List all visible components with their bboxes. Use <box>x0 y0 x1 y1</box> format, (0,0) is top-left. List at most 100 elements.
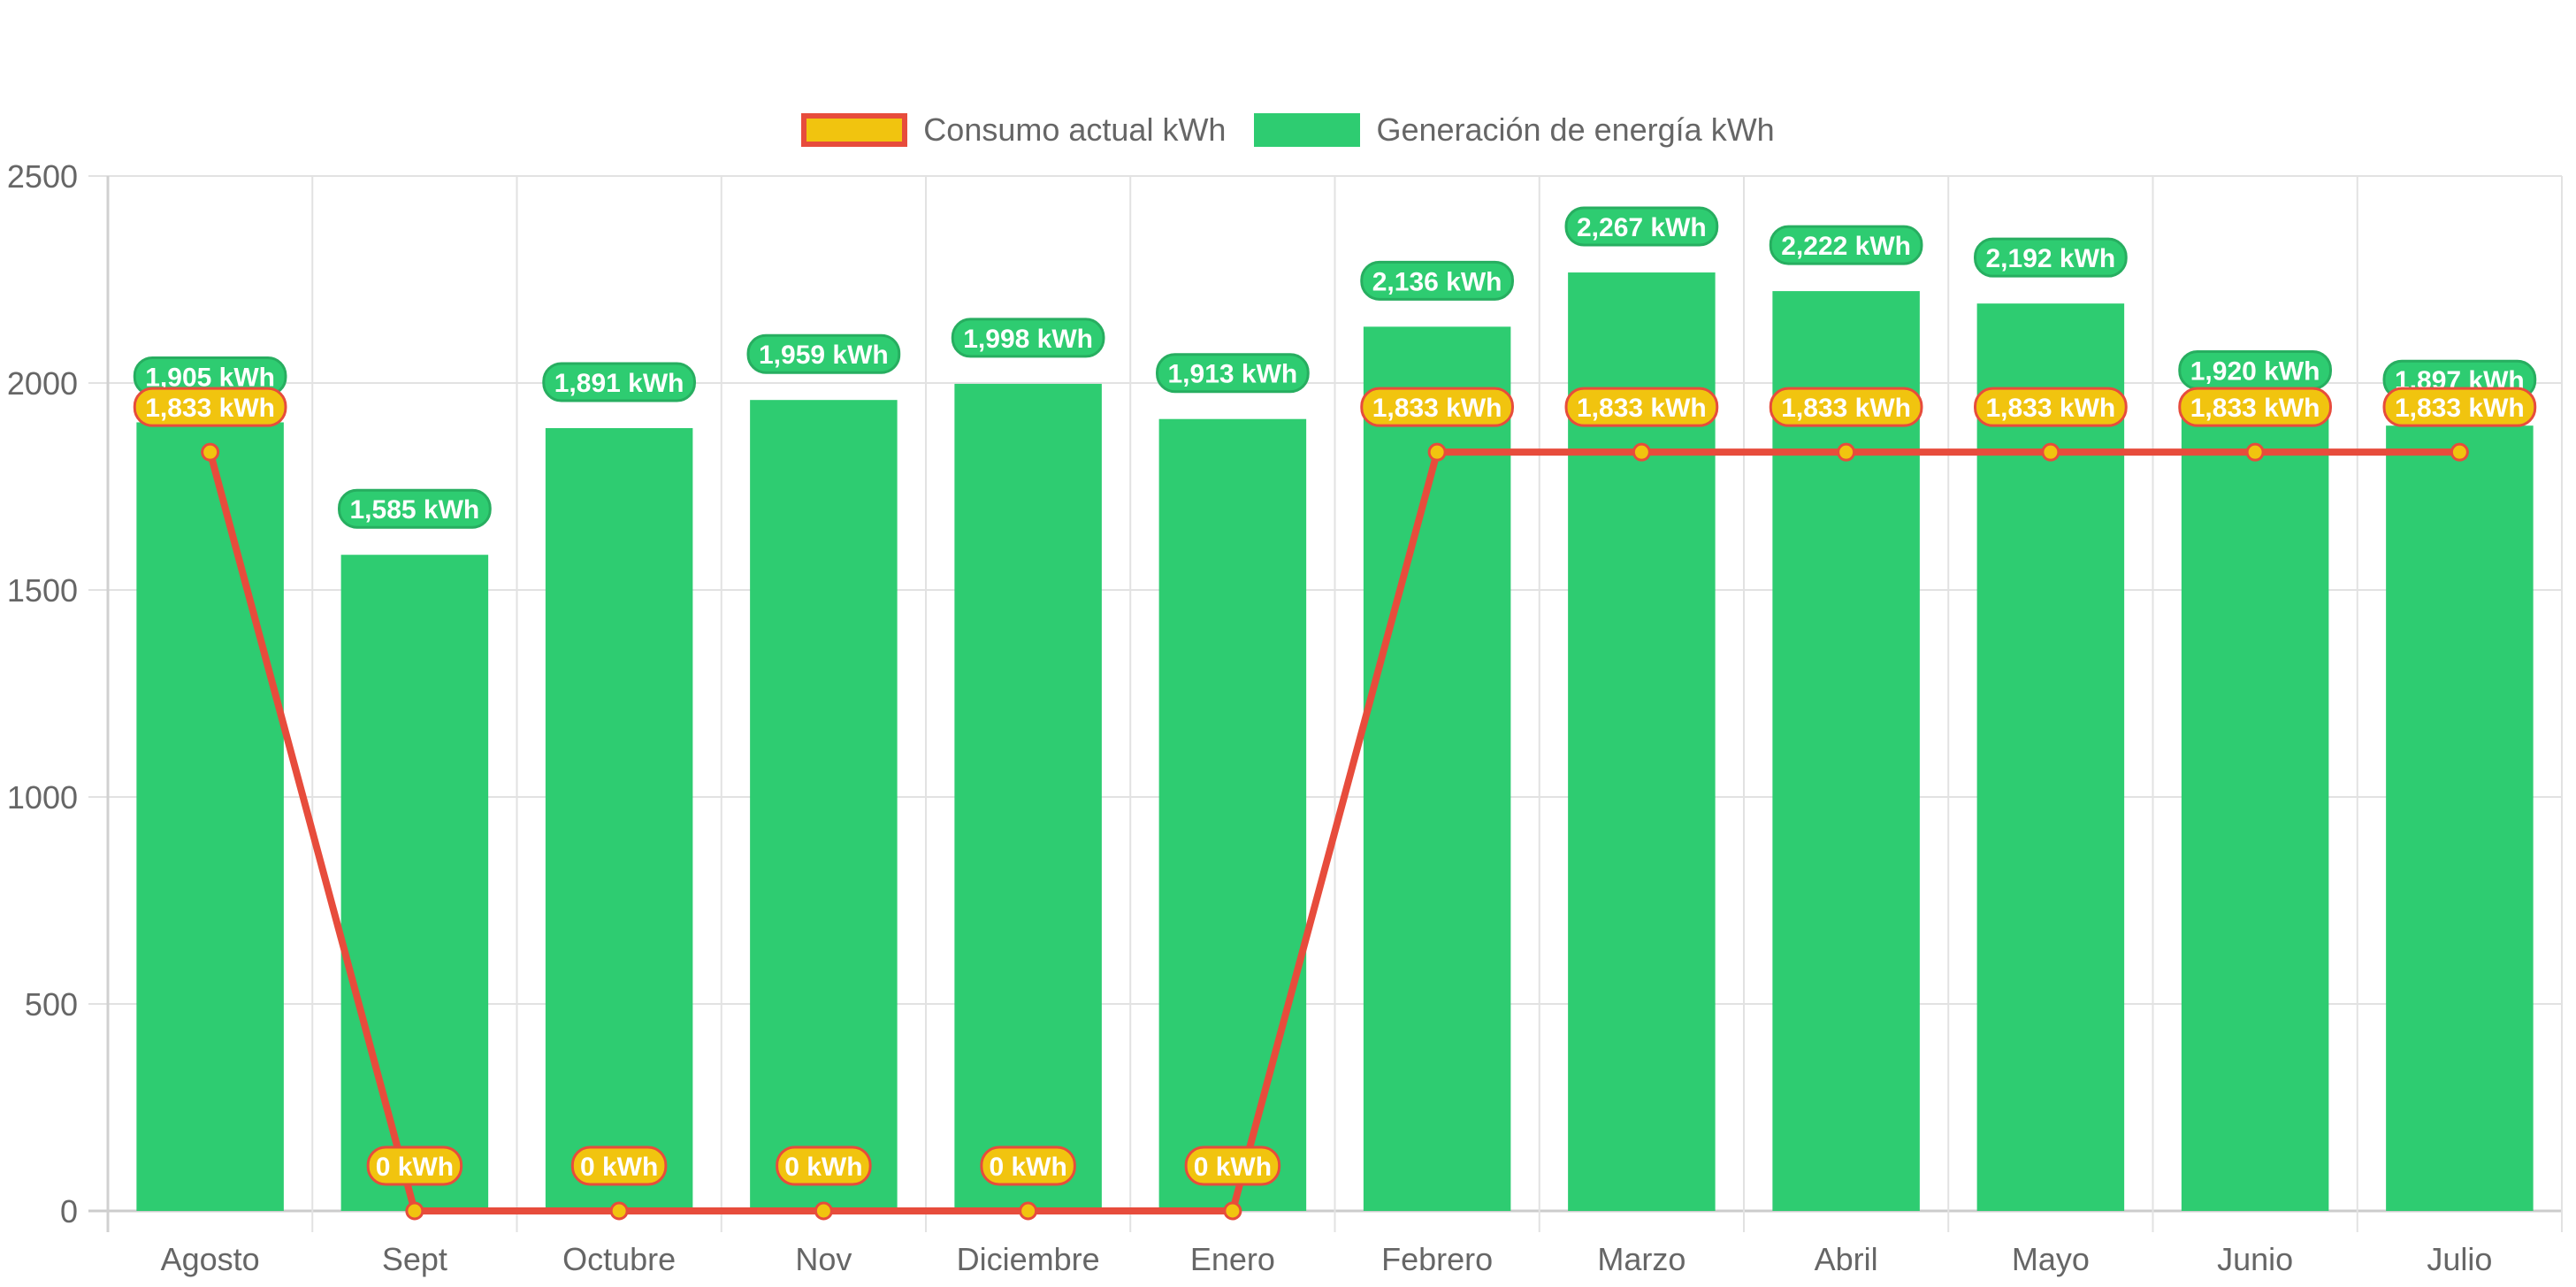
bar-generacion <box>1772 291 1920 1211</box>
bar-generacion <box>2386 425 2534 1212</box>
line-point-consumo <box>1223 1201 1242 1221</box>
data-label-generacion-text: 1,585 kWh <box>350 495 480 525</box>
data-label-generacion: 2,267 kWh <box>1564 206 1719 247</box>
line-point-consumo <box>2245 442 2265 462</box>
data-label-consumo-bg <box>1769 387 1923 427</box>
data-label-consumo-bg <box>1974 387 2128 427</box>
line-point-consumo <box>201 442 220 462</box>
data-label-generacion-text: 2,136 kWh <box>1372 267 1502 296</box>
data-label-consumo-text: 1,833 kWh <box>2395 394 2525 423</box>
data-label-generacion-bg <box>338 488 492 529</box>
data-label-consumo-text: 0 kWh <box>1194 1153 1272 1182</box>
line-point-consumo <box>2450 442 2469 462</box>
data-label-consumo-text: 0 kWh <box>989 1153 1066 1182</box>
x-tick-label: Marzo <box>1597 1241 1685 1277</box>
data-label-consumo: 0 kWh <box>570 1145 668 1186</box>
y-tick-label: 2500 <box>7 158 78 195</box>
data-label-generacion-bg <box>1156 353 1310 394</box>
line-point-consumo <box>814 1201 833 1221</box>
x-tick-label: Octubre <box>562 1241 676 1277</box>
line-point-consumo <box>609 1201 629 1221</box>
x-tick-label: Febrero <box>1381 1241 1493 1277</box>
data-label-generacion-bg <box>1769 225 1923 265</box>
data-label-consumo: 0 kWh <box>1184 1145 1281 1186</box>
data-label-generacion-text: 1,998 kWh <box>963 325 1093 354</box>
bar-generacion <box>136 422 284 1212</box>
data-label-consumo: 1,833 kWh <box>1974 387 2128 427</box>
data-label-generacion: 1,959 kWh <box>746 333 901 374</box>
bar-generacion <box>750 400 898 1211</box>
legend-label-consumo: Consumo actual kWh <box>923 111 1227 148</box>
x-tick-label: Mayo <box>2012 1241 2090 1277</box>
data-label-consumo-text: 1,833 kWh <box>1577 394 1707 423</box>
data-label-consumo-bg <box>1564 387 1719 427</box>
data-label-consumo-text: 0 kWh <box>376 1153 454 1182</box>
data-label-consumo-bg <box>570 1145 668 1186</box>
y-tick-label: 2000 <box>7 365 78 402</box>
data-label-consumo-bg <box>776 1145 872 1186</box>
line-point-consumo <box>1837 442 1856 462</box>
data-label-generacion: 1,585 kWh <box>338 488 492 529</box>
legend-label-generacion: Generación de energía kWh <box>1376 111 1775 148</box>
bar-generacion <box>545 428 693 1212</box>
data-label-consumo: 1,833 kWh <box>2178 387 2332 427</box>
data-label-consumo: 0 kWh <box>366 1145 463 1186</box>
data-label-generacion-bg <box>542 362 696 402</box>
data-label-consumo-text: 1,833 kWh <box>1372 394 1502 423</box>
x-tick-label: Nov <box>795 1241 852 1277</box>
x-tick-label: Agosto <box>161 1241 260 1277</box>
bar-generacion <box>1363 326 1511 1211</box>
data-label-consumo: 1,833 kWh <box>2382 387 2537 427</box>
bars-generacion <box>136 272 2534 1212</box>
x-tick-label: Sept <box>382 1241 447 1277</box>
bar-generacion <box>954 383 1102 1211</box>
data-label-generacion-bg <box>746 333 901 374</box>
data-label-generacion-bg <box>1360 260 1514 301</box>
data-label-generacion-bg <box>1564 206 1719 247</box>
y-tick-label: 500 <box>25 986 78 1023</box>
bar-generacion <box>2181 416 2329 1211</box>
data-label-consumo: 1,833 kWh <box>133 387 287 427</box>
x-tick-label: Enero <box>1190 1241 1275 1277</box>
legend-item-generacion[interactable]: Generación de energía kWh <box>1254 111 1775 149</box>
legend-item-consumo[interactable]: Consumo actual kWh <box>801 111 1226 149</box>
data-label-consumo-bg <box>1184 1145 1281 1186</box>
line-point-consumo <box>1019 1201 1038 1221</box>
data-label-consumo-text: 1,833 kWh <box>1986 394 2116 423</box>
data-label-generacion-text: 1,913 kWh <box>1168 360 1298 389</box>
data-label-generacion: 1,913 kWh <box>1156 353 1310 394</box>
x-axis: Agosto Sept Octubre Nov Diciembre Enero Febrer… <box>161 1241 2493 1277</box>
line-path-consumo <box>206 448 2460 1214</box>
data-label-consumo: 0 kWh <box>980 1145 1076 1186</box>
data-label-generacion: 2,136 kWh <box>1360 260 1514 301</box>
data-label-generacion: 1,920 kWh <box>2178 349 2332 390</box>
data-label-generacion-text: 1,959 kWh <box>759 341 889 370</box>
line-consumo <box>201 442 2469 1221</box>
line-point-consumo <box>1632 442 1651 462</box>
legend-swatch-generacion <box>1254 113 1361 147</box>
data-label-generacion-bg <box>951 318 1105 358</box>
data-label-generacion: 1,998 kWh <box>951 318 1105 358</box>
data-label-generacion-text: 1,891 kWh <box>554 369 684 398</box>
bar-generacion <box>340 555 489 1211</box>
bar-generacion <box>1568 272 1716 1212</box>
y-tick-label: 0 <box>60 1193 78 1230</box>
data-label-generacion-bg <box>1974 237 2128 278</box>
data-label-generacion-text: 2,267 kWh <box>1577 213 1707 242</box>
y-tick-label: 1000 <box>7 779 78 816</box>
data-label-generacion-text: 1,920 kWh <box>2190 356 2320 386</box>
y-tick-label: 1500 <box>7 572 78 609</box>
data-label-generacion: 2,222 kWh <box>1769 225 1923 265</box>
line-point-consumo <box>1427 442 1447 462</box>
data-label-generacion-text: 2,192 kWh <box>1986 244 2116 273</box>
data-label-consumo-text: 0 kWh <box>784 1153 862 1182</box>
data-label-generacion: 1,891 kWh <box>542 362 696 402</box>
bar-generacion <box>1976 303 2125 1211</box>
data-label-consumo-bg <box>133 387 287 427</box>
line-point-consumo <box>2041 442 2060 462</box>
legend-swatch-consumo <box>801 113 908 147</box>
line-point-consumo <box>405 1201 424 1221</box>
data-label-consumo-bg <box>2178 387 2332 427</box>
